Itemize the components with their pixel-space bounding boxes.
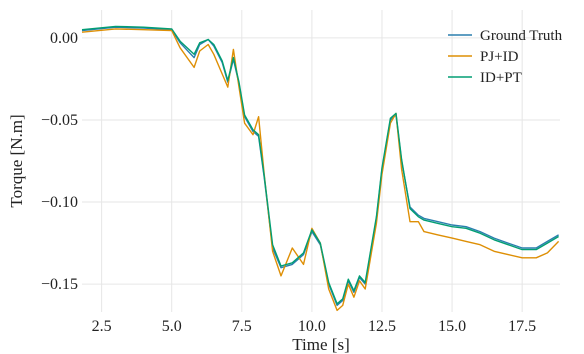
x-tick-label: 12.5 bbox=[368, 318, 396, 335]
y-tick-labels: 0.00 −0.05 −0.10 −0.15 bbox=[41, 30, 78, 293]
y-tick-label: −0.10 bbox=[41, 194, 78, 211]
legend-label-2: PJ+ID bbox=[480, 49, 519, 65]
y-axis-label: Torque [N.m] bbox=[7, 114, 26, 207]
x-tick-label: 7.5 bbox=[232, 318, 252, 335]
series-lines bbox=[81, 25, 560, 312]
series-line-3 bbox=[81, 25, 559, 305]
legend: Ground Truth PJ+ID ID+PT bbox=[448, 28, 563, 86]
x-tick-label: 10.0 bbox=[298, 318, 326, 335]
series-line-2 bbox=[81, 28, 560, 312]
y-tick-label: −0.05 bbox=[41, 112, 78, 129]
y-tick-label: 0.00 bbox=[50, 30, 78, 47]
x-tick-label: 2.5 bbox=[92, 318, 112, 335]
x-tick-labels: 2.5 5.0 7.5 10.0 12.5 15.0 17.5 bbox=[92, 318, 537, 335]
x-tick-label: 15.0 bbox=[438, 318, 466, 335]
legend-label-3: ID+PT bbox=[480, 70, 522, 86]
y-tick-label: −0.15 bbox=[41, 276, 78, 293]
x-tick-label: 5.0 bbox=[162, 318, 182, 335]
x-axis-label: Time [s] bbox=[292, 335, 349, 354]
grid-lines bbox=[82, 10, 560, 312]
legend-label-1: Ground Truth bbox=[480, 28, 563, 44]
x-tick-label: 17.5 bbox=[508, 318, 536, 335]
series-line-1 bbox=[81, 26, 559, 307]
